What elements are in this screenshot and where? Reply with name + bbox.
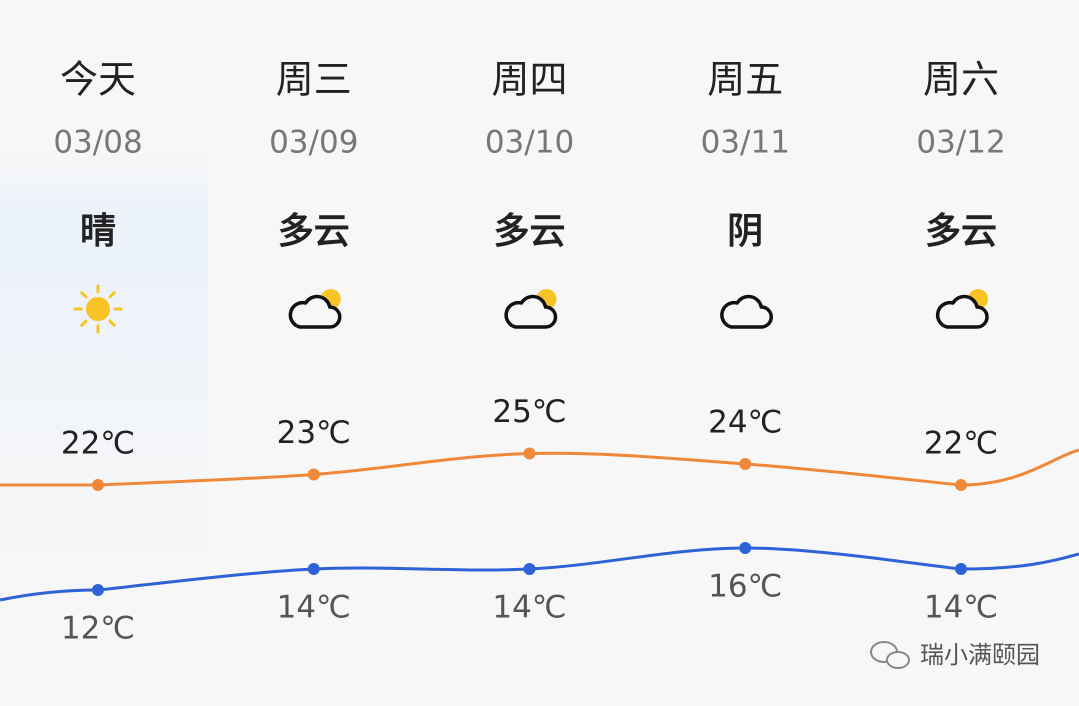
day-date: 03/12 bbox=[916, 125, 1005, 161]
line-extension bbox=[960, 552, 1079, 571]
high-temp-point bbox=[955, 479, 967, 491]
weather-icon bbox=[935, 289, 989, 329]
day-date: 03/10 bbox=[485, 125, 574, 161]
cloud bbox=[720, 294, 773, 329]
day-condition: 晴 bbox=[80, 211, 116, 252]
high-temp-point bbox=[92, 479, 104, 491]
sun bbox=[86, 297, 110, 321]
high-temp-label: 25℃ bbox=[492, 394, 566, 430]
weather-icon bbox=[288, 289, 342, 329]
day-name: 周三 bbox=[276, 58, 352, 102]
high-temp-point bbox=[739, 458, 752, 470]
day-name: 周四 bbox=[491, 58, 567, 102]
day-name: 周五 bbox=[707, 58, 783, 102]
line-extension bbox=[0, 588, 99, 602]
weather-icon bbox=[73, 284, 123, 334]
high-temp-label: 23℃ bbox=[277, 415, 351, 451]
low-temp-label: 16℃ bbox=[708, 569, 782, 605]
low-temp-point bbox=[955, 563, 967, 575]
low-temp-label: 14℃ bbox=[492, 590, 566, 626]
low-temp-point bbox=[523, 563, 536, 575]
sun-ray bbox=[80, 291, 88, 299]
day-date: 03/09 bbox=[269, 125, 358, 161]
cloud bbox=[935, 294, 989, 329]
low-temp-label: 14℃ bbox=[277, 590, 351, 626]
sun-ray bbox=[108, 291, 116, 299]
high-temp-label: 22℃ bbox=[924, 426, 998, 462]
day-name: 周六 bbox=[923, 58, 999, 102]
high-temp-label: 24℃ bbox=[708, 405, 782, 441]
cloud bbox=[504, 294, 558, 329]
weather-icon bbox=[720, 294, 773, 329]
day-date: 03/11 bbox=[701, 125, 790, 161]
high-temp-point bbox=[307, 468, 320, 481]
day-condition: 多云 bbox=[493, 211, 565, 252]
day-date: 03/08 bbox=[53, 125, 142, 161]
watermark: 瑞小满颐园 bbox=[870, 641, 1040, 669]
watermark-text: 瑞小满颐园 bbox=[920, 641, 1040, 669]
weather-icon bbox=[504, 289, 558, 329]
cloud bbox=[288, 294, 342, 329]
today-highlight bbox=[0, 150, 208, 580]
low-temp-point bbox=[92, 584, 104, 596]
line-extension bbox=[960, 448, 1079, 487]
day-condition: 多云 bbox=[925, 211, 997, 252]
day-condition: 阴 bbox=[727, 211, 763, 252]
low-temp-point bbox=[307, 563, 320, 575]
high-temp-label: 22℃ bbox=[61, 426, 135, 462]
day-name: 今天 bbox=[60, 58, 136, 102]
low-temp-point bbox=[739, 542, 752, 554]
high-temp-point bbox=[523, 447, 536, 460]
day-condition: 多云 bbox=[278, 211, 350, 252]
low-temp-label: 12℃ bbox=[61, 611, 135, 647]
sun-ray bbox=[108, 319, 116, 327]
low-temp-label: 14℃ bbox=[924, 590, 998, 626]
sun-ray bbox=[80, 319, 88, 327]
